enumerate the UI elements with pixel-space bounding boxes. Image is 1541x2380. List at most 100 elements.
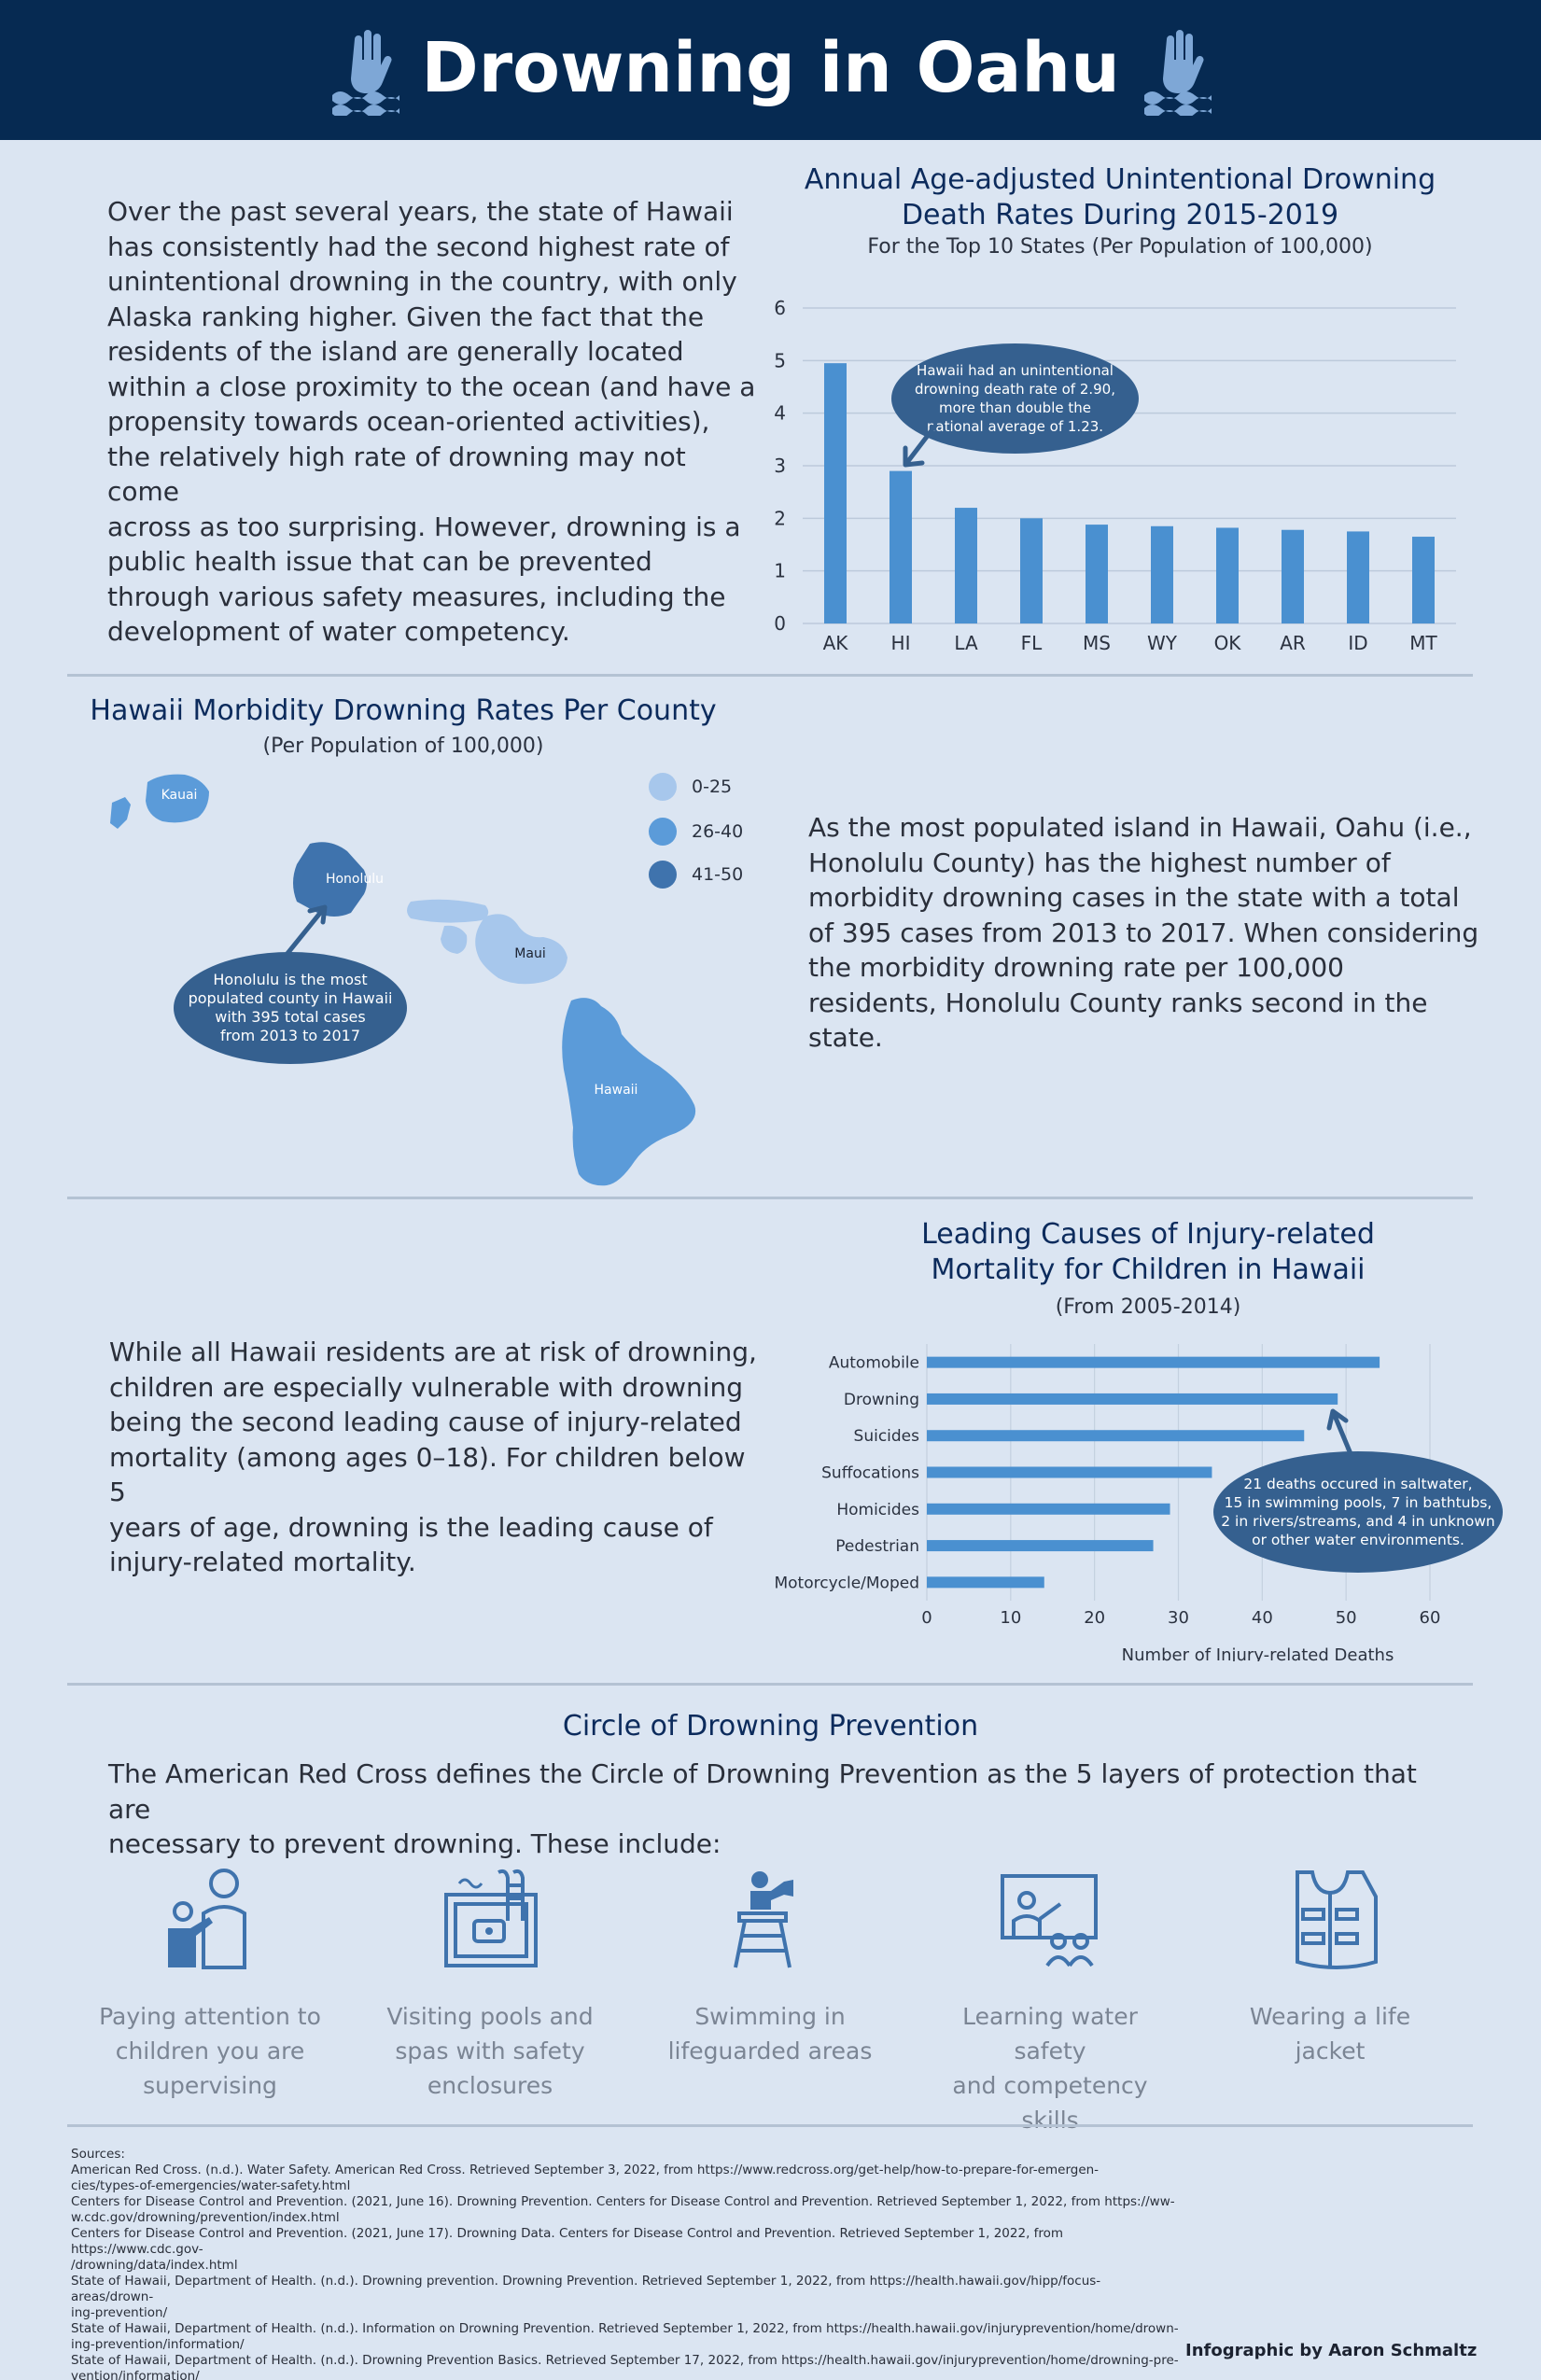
source-line: cies/types-of-emergencies/water-safety.h… [71,2178,351,2193]
life-jacket-icon [1296,1870,1378,1969]
y-tick-label: 5 [774,349,786,371]
section-divider [67,1197,1473,1199]
intro-paragraph: Over the past several years, the state o… [107,194,761,650]
paragraph-line: children are especially vulnerable with … [109,1371,744,1403]
intro-line: within a close proximity to the ocean (a… [107,371,756,402]
chart-title-line: Annual Age-adjusted Unintentional Drowni… [804,163,1436,196]
callout-line: 2 in rivers/streams, and 4 in unknown [1221,1513,1495,1530]
source-line: State of Hawaii, Department of Health. (… [71,2274,1101,2304]
x-tick-label: OK [1214,632,1242,654]
legend-item: 41-50 [649,861,743,889]
maui-island [475,914,567,985]
source-line: American Red Cross. (n.d.). Water Safety… [71,2163,1100,2177]
source-line: State of Hawaii, Department of Health. (… [71,2353,1179,2368]
intro-line: public health issue that can be prevente… [107,546,652,577]
paragraph-line: While all Hawaii residents are at risk o… [109,1337,757,1367]
source-line: vention/information/ [71,2369,200,2380]
section-divider [67,2124,1473,2127]
legend-swatch [649,773,677,801]
niihau-island [110,797,131,829]
prevention-layer: Learning water safety and competency ski… [938,1867,1162,2137]
legend-item: 0-25 [649,773,732,801]
y-category-label: Homicides [836,1501,919,1519]
honolulu-label: Honolulu [326,872,384,887]
y-category-label: Motorcycle/Moped [774,1574,919,1592]
layer-label: Paying attention to children you are sup… [98,1999,322,2103]
chart-title-line: Leading Causes of Injury-related [921,1218,1375,1251]
paragraph-line: years of age, drowning is the leading ca… [109,1511,713,1543]
hawaii-rate-callout: Hawaii had an unintentional drowning dea… [891,343,1139,454]
bar-pedestrian [927,1540,1154,1552]
y-tick-label: 6 [774,297,786,319]
callout-line: drowning death rate of 2.90, [914,381,1115,398]
bar-mt [1412,537,1435,623]
layer-label: Wearing a life jacket [1218,1999,1442,2068]
layer-label-line: Paying attention to [99,2003,321,2030]
hawaii-county-map: Kauai Honolulu Maui Hawaii [110,774,696,1186]
map-callout-arrow-icon [283,904,328,959]
page-title: Drowning in Oahu [421,28,1120,108]
section-divider [67,1683,1473,1686]
layer-label: Swimming in lifeguarded areas [658,1999,882,2068]
y-tick-label: 3 [774,455,786,477]
layer-label-line: Swimming in [694,2003,846,2030]
paragraph-line: of 395 cases from 2013 to 2017. When con… [808,917,1479,948]
bar-ms [1086,525,1108,623]
bar-suffocations [927,1466,1212,1478]
intro-line: residents of the island are generally lo… [107,336,684,367]
source-line: /drowning/data/index.html [71,2258,238,2273]
prevention-intro: The American Red Cross defines the Circl… [108,1757,1462,1862]
layer-label: Learning water safety and competency ski… [938,1999,1162,2137]
x-tick-label: FL [1021,632,1044,654]
drowning-hand-icon [332,30,399,116]
chart-title-line: Death Rates During 2015-2019 [901,199,1339,231]
layer-label-line: enclosures [427,2072,553,2099]
intro-line: development of water competency. [107,616,570,647]
molokai-island [407,899,489,923]
bar-ar [1282,529,1304,623]
bar-homicides [927,1503,1170,1515]
callout-arrow-icon [903,423,938,468]
paragraph-line: As the most populated island in Hawaii, … [808,812,1472,843]
callout-arrow-icon [1326,1408,1354,1459]
chart-title-line: Mortality for Children in Hawaii [931,1253,1366,1286]
drowning-rate-chart-title: Annual Age-adjusted Unintentional Drowni… [765,162,1475,233]
layer-label-line: Visiting pools and [386,2003,594,2030]
bar-id [1347,531,1369,623]
layer-label-line: Wearing a life jacket [1249,2003,1411,2065]
y-tick-label: 0 [774,612,786,635]
header-banner: Drowning in Oahu [0,0,1541,140]
kauai-label: Kauai [161,788,198,803]
bar-wy [1151,525,1173,623]
layer-label-line: spas with safety [395,2037,585,2065]
children-paragraph: While all Hawaii residents are at risk o… [109,1335,763,1580]
paragraph-line: residents, Honolulu County ranks second … [808,987,1428,1018]
hawaii-label: Hawaii [595,1083,638,1098]
bar-ok [1216,527,1239,623]
prevention-layer: Wearing a life jacket [1218,1867,1442,2068]
intro-line: through various safety measures, includi… [107,581,726,612]
x-tick-label: MS [1083,632,1111,654]
callout-line: 15 in swimming pools, 7 in bathtubs, [1224,1494,1492,1511]
map-title: Hawaii Morbidity Drowning Rates Per Coun… [90,694,717,727]
source-line: w.cdc.gov/drowning/prevention/index.html [71,2210,340,2225]
y-tick-label: 1 [774,560,786,582]
y-category-label: Suicides [854,1427,920,1446]
intro-line: the relatively high rate of drowning may… [107,441,686,508]
bar-la [955,508,977,623]
prevention-layer: Swimming in lifeguarded areas [658,1867,882,2068]
paragraph-line: necessary to prevent drowning. These inc… [108,1828,721,1859]
x-tick-label: HI [891,632,911,654]
bar-motorcycle-moped [927,1576,1044,1589]
injury-causes-bar-chart: 0 10 20 30 40 50 60 Automobile Drowning Suicides S… [774,1344,1440,1661]
x-tick-label: ID [1348,632,1367,654]
callout-line: national average of 1.23. [926,418,1104,435]
paragraph-line: injury-related mortality. [109,1547,416,1577]
prevention-layer: Visiting pools and spas with safety encl… [378,1867,602,2103]
maui-label: Maui [514,946,545,961]
callout-line: with 395 total cases [215,1008,366,1026]
prevention-layer: Paying attention to children you are sup… [98,1867,322,2103]
x-tick-label: MT [1409,632,1437,654]
y-tick-label: 4 [774,402,786,425]
lifeguard-tower-icon [734,1871,793,1968]
